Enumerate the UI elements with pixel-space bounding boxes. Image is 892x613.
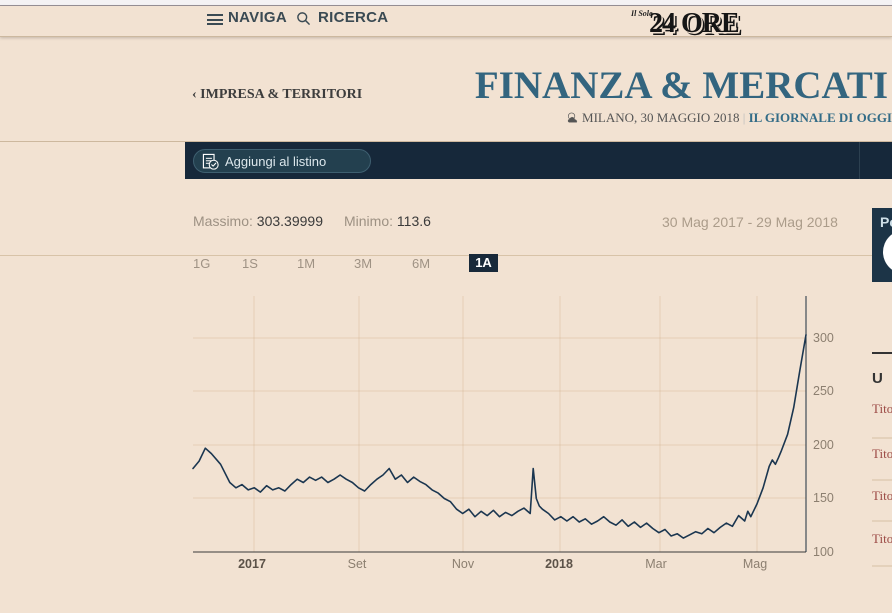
svg-text:250: 250 <box>813 384 834 398</box>
svg-text:2017: 2017 <box>238 557 266 571</box>
svg-text:Mar: Mar <box>645 557 667 571</box>
svg-text:Titolo notizia due su: Titolo notizia due su <box>872 446 892 461</box>
svg-text:Set: Set <box>348 557 367 571</box>
svg-text:Titolo notizia uno che: Titolo notizia uno che <box>872 401 892 416</box>
svg-text:Titolo breve tre: Titolo breve tre <box>872 488 892 503</box>
svg-text:Mag: Mag <box>743 557 767 571</box>
svg-text:U: U <box>872 370 883 387</box>
svg-text:100: 100 <box>813 545 834 559</box>
svg-text:2018: 2018 <box>545 557 573 571</box>
svg-text:300: 300 <box>813 331 834 345</box>
svg-text:Titolo notizia quattro: Titolo notizia quattro <box>872 531 892 546</box>
svg-text:Nov: Nov <box>452 557 475 571</box>
svg-text:150: 150 <box>813 491 834 505</box>
svg-text:Po: Po <box>880 214 892 230</box>
svg-text:200: 200 <box>813 438 834 452</box>
